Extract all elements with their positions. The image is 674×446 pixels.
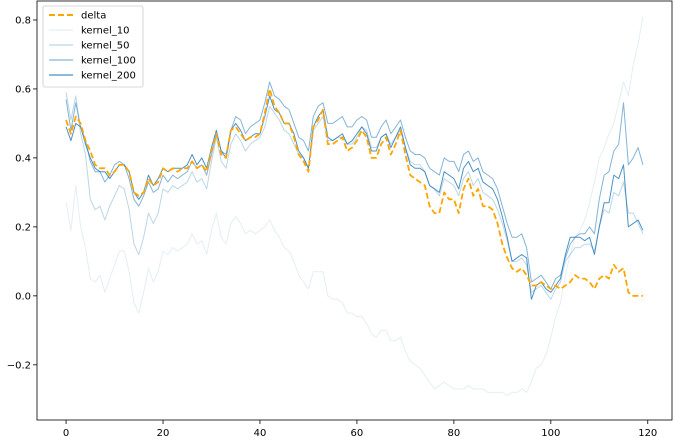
y-tick-label: 0.6 [15, 84, 31, 95]
x-tick-label: 100 [541, 428, 560, 439]
y-tick-label: −0.2 [7, 360, 31, 371]
series-line-kernel-100 [65, 81, 644, 290]
legend-label-kernel-10: kernel_10 [81, 26, 130, 37]
x-tick-label: 0 [63, 428, 69, 439]
series-line-delta [65, 88, 643, 297]
legend-label-kernel-200: kernel_200 [81, 71, 136, 82]
y-tick-label: 0.2 [15, 222, 31, 233]
x-tick-label: 20 [157, 428, 170, 439]
x-tick-label: 60 [351, 428, 364, 439]
series-line-kernel-200 [65, 95, 644, 300]
legend-label-kernel-100: kernel_100 [81, 56, 136, 67]
series-layer [65, 16, 644, 397]
y-tick-label: 0.4 [15, 153, 31, 164]
y-tick-label: 0.8 [15, 15, 31, 26]
legend: delta kernel_10 kernel_50 kernel_100 kernel_… [42, 5, 144, 88]
axes-frame [36, 0, 673, 421]
x-tick-label: 40 [254, 428, 267, 439]
y-tick-label: 0.0 [15, 291, 31, 302]
x-tick-label: 80 [448, 428, 461, 439]
axes-layer: 0 20 40 60 80 100 120 −0.2 0.0 0.2 0.4 0.6 0.8 [7, 0, 673, 439]
legend-label-kernel-50: kernel_50 [81, 41, 130, 52]
legend-label-delta: delta [81, 11, 106, 22]
series-line-kernel-50 [65, 92, 644, 300]
series-line-kernel-10 [65, 16, 644, 397]
legend-box [42, 5, 144, 88]
x-tick-label: 120 [638, 428, 657, 439]
